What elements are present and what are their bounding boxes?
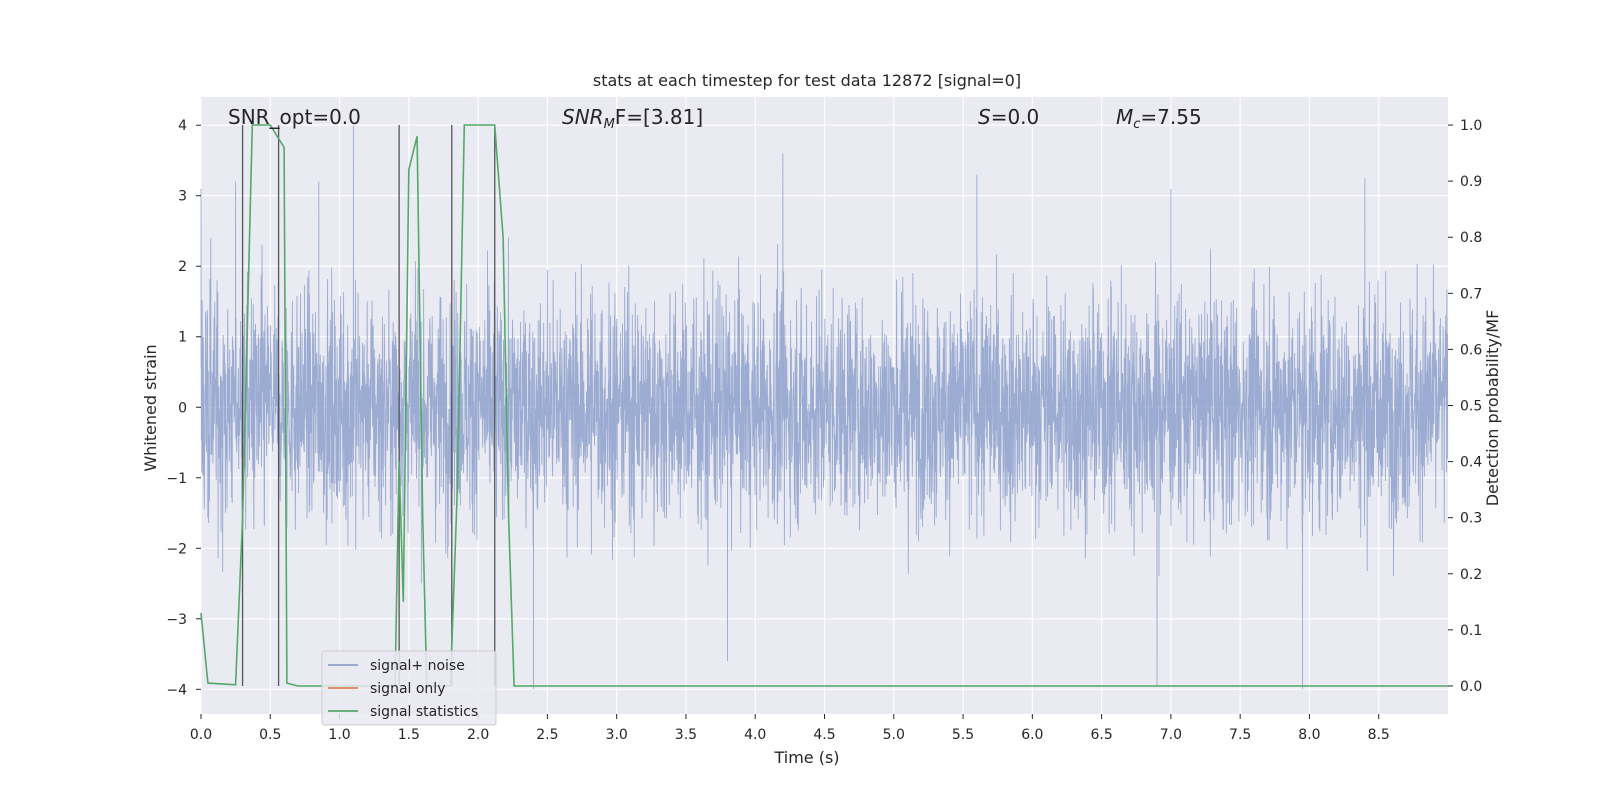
chart-title: stats at each timestep for test data 128… (593, 71, 1021, 90)
x-tick-label: 0.0 (190, 727, 212, 743)
legend-label: signal only (370, 681, 445, 697)
series-signal-statistics-line (200, 124, 1448, 687)
plot-area: 0.0 0.5 1.0 1.5 2.0 2.5 3.0 3.5 4.0 4.5 5.0 5.5 6.0 6… (166, 97, 1482, 743)
x-tick-label: 4.5 (813, 727, 835, 743)
x-tick-label: 6.0 (1021, 727, 1043, 743)
x-tick-label: 2.5 (536, 727, 558, 743)
legend-label: signal+ noise (370, 658, 465, 674)
y2-tick-label: 0.0 (1460, 679, 1482, 695)
y-tick-label: 2 (178, 259, 187, 275)
y2-tick-label: 0.7 (1460, 286, 1482, 302)
legend-label: signal statistics (370, 704, 478, 720)
annotation-snr-mf: SNRMF=[3.81] (562, 105, 703, 132)
y-tick-label: 4 (178, 118, 187, 134)
x-tick-label: 2.0 (467, 727, 489, 743)
x-tick-label: 1.5 (398, 727, 420, 743)
x-tick-label: 1.0 (328, 727, 350, 743)
y2-tick-label: 0.1 (1460, 623, 1482, 639)
series-signal-noise-line (200, 125, 1449, 690)
x-axis-title: Time (s) (773, 748, 839, 767)
y-tick-label: 3 (178, 189, 187, 205)
y-tick-label: −1 (166, 471, 187, 487)
annotations: SNR_opt=0.0 SNRMF=[3.81] S=0.0 Mc=7.55 (228, 105, 1202, 132)
y-tick-label: −2 (166, 541, 187, 557)
y-axis-title: Whitened strain (141, 344, 160, 471)
legend: signal+ noise signal only signal statistic… (321, 650, 497, 726)
y2-tick-label: 0.4 (1460, 455, 1482, 471)
x-tick-label: 7.5 (1229, 727, 1251, 743)
x-tick-label: 7.0 (1160, 727, 1182, 743)
y2-tick-label: 1.0 (1460, 118, 1482, 134)
x-tick-label: 5.0 (883, 727, 905, 743)
y-tick-label: −3 (166, 612, 187, 628)
x-tick-label: 3.0 (606, 727, 628, 743)
y-tick-label: 0 (178, 400, 187, 416)
legend-box (321, 650, 497, 726)
y-tick-label: 1 (178, 330, 187, 346)
y2-tick-label: 0.9 (1460, 174, 1482, 190)
y2-axis-title: Detection probability/MF (1483, 310, 1502, 507)
y2-tick-label: 0.8 (1460, 230, 1482, 246)
x-tick-label: 5.5 (952, 727, 974, 743)
x-tick-label: 6.5 (1090, 727, 1112, 743)
y2-tick-label: 0.3 (1460, 511, 1482, 527)
y2-tick-label: 0.2 (1460, 567, 1482, 583)
y2-tick-label: 0.6 (1460, 342, 1482, 358)
y-tick-label: −4 (166, 682, 187, 698)
x-tick-label: 0.5 (259, 727, 281, 743)
x-tick-label: 8.5 (1368, 727, 1390, 743)
annotation-snr-opt: SNR_opt=0.0 (228, 105, 361, 129)
y2-tick-label: 0.5 (1460, 399, 1482, 415)
x-tick-label: 8.0 (1298, 727, 1320, 743)
annotation-s: S=0.0 (978, 105, 1039, 129)
x-tick-label: 3.5 (675, 727, 697, 743)
annotation-mc: Mc=7.55 (1116, 105, 1202, 132)
x-tick-label: 4.0 (744, 727, 766, 743)
